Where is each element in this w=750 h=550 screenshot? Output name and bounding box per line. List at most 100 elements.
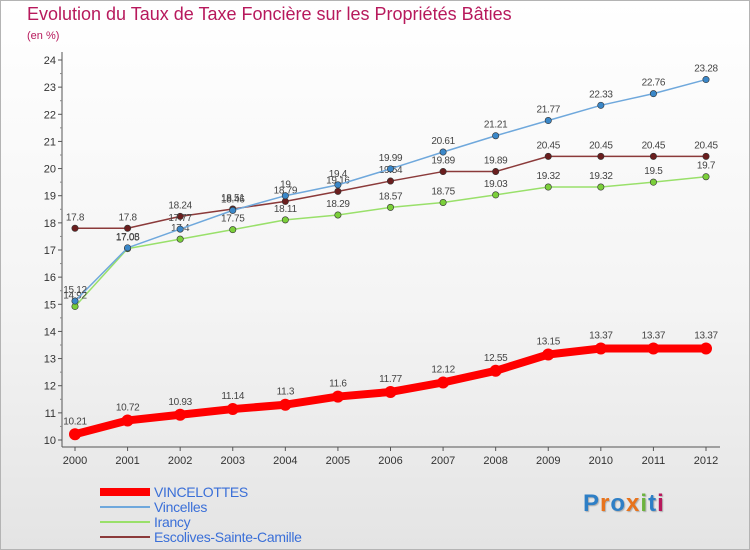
legend-item-irancy: Irancy: [100, 513, 302, 530]
data-point-vincelottes: [174, 408, 187, 421]
data-label-irancy: 18.75: [431, 187, 455, 198]
data-label-irancy: 19.7: [697, 161, 716, 172]
data-label-irancy: 18.29: [326, 199, 350, 210]
data-label-escolives-sainte-camille: 17.8: [66, 212, 85, 223]
data-label-vincelottes: 10.21: [63, 416, 87, 427]
chart-unit-label: (en %): [27, 30, 60, 42]
y-tick-label: 20: [44, 164, 56, 176]
x-tick-label: 2002: [168, 455, 192, 467]
data-point-vincelottes: [279, 398, 292, 411]
y-tick-label: 11: [45, 408, 56, 420]
x-tick-label: 2003: [221, 455, 245, 467]
y-tick-label: 16: [44, 272, 56, 284]
data-point-vincelles: [71, 297, 79, 305]
data-point-vincelottes: [542, 348, 555, 361]
data-label-irancy: 19.32: [536, 171, 560, 182]
y-tick-label: 15: [44, 299, 56, 311]
data-label-vincelles: 22.33: [589, 89, 613, 100]
data-label-vincelles: 19.4: [329, 169, 348, 180]
x-tick-label: 2000: [63, 455, 87, 467]
logo-letter: x: [626, 490, 641, 517]
data-label-vincelles: 19: [280, 180, 291, 191]
x-tick-label: 2005: [326, 455, 350, 467]
data-label-escolives-sainte-camille: 20.45: [642, 140, 666, 151]
data-label-vincelles: 21.21: [484, 120, 508, 131]
data-point-vincelles: [229, 206, 237, 214]
legend-swatch-vincelottes: [100, 487, 150, 496]
data-point-irancy: [229, 226, 237, 234]
data-label-vincelles: 21.77: [536, 105, 560, 116]
data-label-escolives-sainte-camille: 18.51: [221, 193, 245, 204]
data-point-vincelottes: [331, 390, 344, 403]
data-label-escolives-sainte-camille: 19.89: [431, 156, 455, 167]
legend-label-irancy: Irancy: [154, 513, 191, 530]
data-label-irancy: 17.75: [221, 214, 245, 225]
y-tick-label: 10: [44, 435, 56, 447]
data-label-vincelles: 17.77: [168, 213, 192, 224]
data-point-vincelles: [439, 148, 447, 156]
x-tick-label: 2008: [483, 455, 507, 467]
legend-label-vincelottes: VINCELOTTES: [154, 483, 248, 500]
data-label-escolives-sainte-camille: 18.79: [274, 185, 298, 196]
data-point-irancy: [597, 183, 605, 191]
legend-swatch-escolives: [100, 535, 150, 538]
data-label-vincelles: 19.99: [379, 153, 403, 164]
data-point-escolives-sainte-camille: [176, 212, 184, 220]
data-point-irancy: [281, 216, 289, 224]
y-tick-label: 21: [44, 136, 56, 148]
chart-legend: VINCELOTTES Vincelles Irancy Escolives-S…: [100, 483, 302, 545]
data-label-vincelottes: 12.55: [484, 353, 508, 364]
x-tick-label: 2001: [115, 455, 139, 467]
data-label-vincelottes: 10.72: [116, 402, 140, 413]
y-tick-label: 14: [44, 326, 56, 338]
data-label-irancy: 14.92: [63, 290, 87, 301]
data-point-vincelottes: [384, 385, 397, 398]
data-label-vincelottes: 13.37: [642, 331, 666, 342]
data-point-vincelles: [334, 181, 342, 189]
data-label-escolives-sainte-camille: 19.16: [326, 175, 350, 186]
data-label-irancy: 19.03: [484, 179, 508, 190]
data-point-escolives-sainte-camille: [544, 152, 552, 160]
data-label-vincelottes: 13.37: [694, 331, 718, 342]
data-label-vincelottes: 13.37: [589, 331, 613, 342]
data-point-vincelottes: [437, 376, 450, 389]
data-point-irancy: [492, 191, 500, 199]
data-point-irancy: [649, 178, 657, 186]
data-point-vincelles: [702, 76, 710, 84]
data-label-vincelottes: 11.77: [379, 374, 403, 385]
legend-item-vincelles: Vincelles: [100, 499, 302, 515]
legend-swatch-vincelles: [100, 505, 150, 508]
data-point-escolives-sainte-camille: [649, 152, 657, 160]
x-tick-label: 2007: [431, 455, 455, 467]
data-point-vincelles: [281, 192, 289, 200]
legend-item-escolives: Escolives-Sainte-Camille: [100, 529, 302, 545]
data-label-irancy: 18.57: [379, 191, 403, 202]
legend-item-vincelottes: VINCELOTTES: [100, 483, 302, 500]
legend-swatch-irancy: [100, 520, 150, 523]
data-label-vincelottes: 12.12: [431, 364, 455, 375]
y-tick-label: 12: [44, 381, 56, 393]
logo-letter: o: [610, 490, 627, 517]
data-point-irancy: [544, 183, 552, 191]
y-tick-label: 24: [44, 55, 56, 67]
data-label-escolives-sainte-camille: 20.45: [589, 140, 613, 151]
data-label-irancy: 19.5: [644, 166, 663, 177]
data-point-vincelottes: [489, 364, 502, 377]
data-label-irancy: 17.05: [116, 233, 140, 244]
data-point-escolives-sainte-camille: [492, 168, 500, 176]
logo-letter: i: [640, 490, 649, 517]
data-label-vincelottes: 11.6: [329, 379, 347, 390]
data-point-vincelles: [492, 132, 500, 140]
data-label-vincelottes: 11.14: [221, 391, 245, 402]
y-tick-label: 22: [44, 109, 56, 121]
x-tick-label: 2004: [273, 455, 297, 467]
y-tick-label: 13: [44, 354, 56, 366]
y-tick-label: 18: [44, 218, 56, 230]
data-label-vincelottes: 11.3: [277, 387, 295, 398]
y-tick-label: 19: [44, 191, 56, 203]
data-label-vincelles: 22.76: [642, 78, 666, 89]
data-point-vincelles: [544, 117, 552, 125]
data-point-irancy: [386, 203, 394, 211]
data-label-vincelottes: 10.93: [168, 397, 192, 408]
